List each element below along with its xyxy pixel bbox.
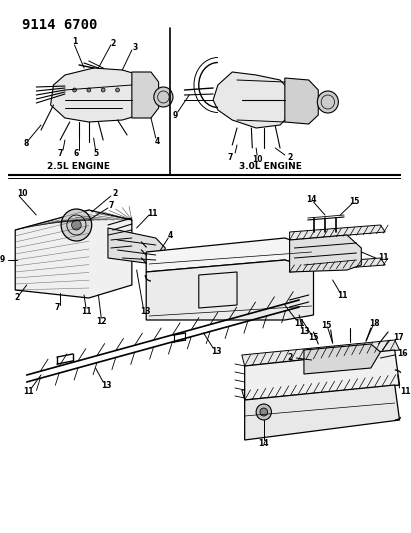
Text: 11: 11 xyxy=(379,254,389,262)
Text: 7: 7 xyxy=(55,303,60,312)
Circle shape xyxy=(61,209,92,241)
Polygon shape xyxy=(245,385,399,440)
Text: 9114 6700: 9114 6700 xyxy=(22,18,97,32)
Text: 7: 7 xyxy=(228,152,233,161)
Text: 15: 15 xyxy=(349,198,360,206)
Circle shape xyxy=(115,88,120,92)
Text: 10: 10 xyxy=(17,189,28,198)
Polygon shape xyxy=(132,72,159,118)
Text: 2: 2 xyxy=(287,352,293,361)
Text: 2: 2 xyxy=(14,294,20,303)
Text: 5: 5 xyxy=(94,149,99,157)
Text: 18: 18 xyxy=(369,319,380,327)
Text: 17: 17 xyxy=(393,333,404,342)
Text: 14: 14 xyxy=(306,195,317,204)
Polygon shape xyxy=(242,375,399,400)
Text: 4: 4 xyxy=(155,136,160,146)
Text: 13: 13 xyxy=(140,308,150,317)
Text: 11: 11 xyxy=(147,208,157,217)
Text: 9: 9 xyxy=(0,255,5,264)
Text: 11: 11 xyxy=(81,308,91,317)
Circle shape xyxy=(101,88,105,92)
Text: 14: 14 xyxy=(259,440,269,448)
Circle shape xyxy=(154,87,173,107)
Text: 6: 6 xyxy=(74,149,79,157)
Circle shape xyxy=(256,404,271,420)
Circle shape xyxy=(72,220,81,230)
Polygon shape xyxy=(290,258,385,272)
Text: 11: 11 xyxy=(23,386,34,395)
Circle shape xyxy=(317,91,338,113)
Polygon shape xyxy=(108,228,165,265)
Polygon shape xyxy=(304,344,381,374)
Text: 2: 2 xyxy=(110,38,115,47)
Polygon shape xyxy=(290,225,385,240)
Text: 2: 2 xyxy=(112,189,117,198)
Polygon shape xyxy=(15,210,132,298)
Circle shape xyxy=(73,88,76,92)
Text: 7: 7 xyxy=(58,149,63,157)
Polygon shape xyxy=(285,78,318,124)
Text: 15: 15 xyxy=(321,320,331,329)
Polygon shape xyxy=(51,68,141,122)
Text: 11: 11 xyxy=(294,319,305,327)
Text: 13: 13 xyxy=(211,346,221,356)
Circle shape xyxy=(260,408,268,416)
Text: 15: 15 xyxy=(308,334,319,343)
Text: 1: 1 xyxy=(72,37,77,46)
Text: 11: 11 xyxy=(400,386,411,395)
Text: 2.5L ENGINE: 2.5L ENGINE xyxy=(47,162,110,171)
Text: 12: 12 xyxy=(96,318,106,327)
Polygon shape xyxy=(146,260,314,320)
Polygon shape xyxy=(245,350,399,400)
Text: 2: 2 xyxy=(287,154,292,163)
Text: 7: 7 xyxy=(108,201,113,211)
Polygon shape xyxy=(242,340,399,366)
Text: 16: 16 xyxy=(397,349,408,358)
Circle shape xyxy=(87,88,91,92)
Text: 10: 10 xyxy=(252,155,262,164)
Text: 3.0L ENGINE: 3.0L ENGINE xyxy=(239,162,302,171)
Text: 11: 11 xyxy=(337,292,347,301)
Polygon shape xyxy=(213,72,290,128)
Text: 8: 8 xyxy=(23,139,28,148)
Text: 13: 13 xyxy=(101,381,111,390)
Text: 4: 4 xyxy=(167,231,173,240)
Text: 13: 13 xyxy=(299,327,309,335)
Text: 9: 9 xyxy=(172,110,178,119)
Polygon shape xyxy=(290,235,361,272)
Text: 3: 3 xyxy=(132,44,137,52)
Polygon shape xyxy=(146,238,314,272)
